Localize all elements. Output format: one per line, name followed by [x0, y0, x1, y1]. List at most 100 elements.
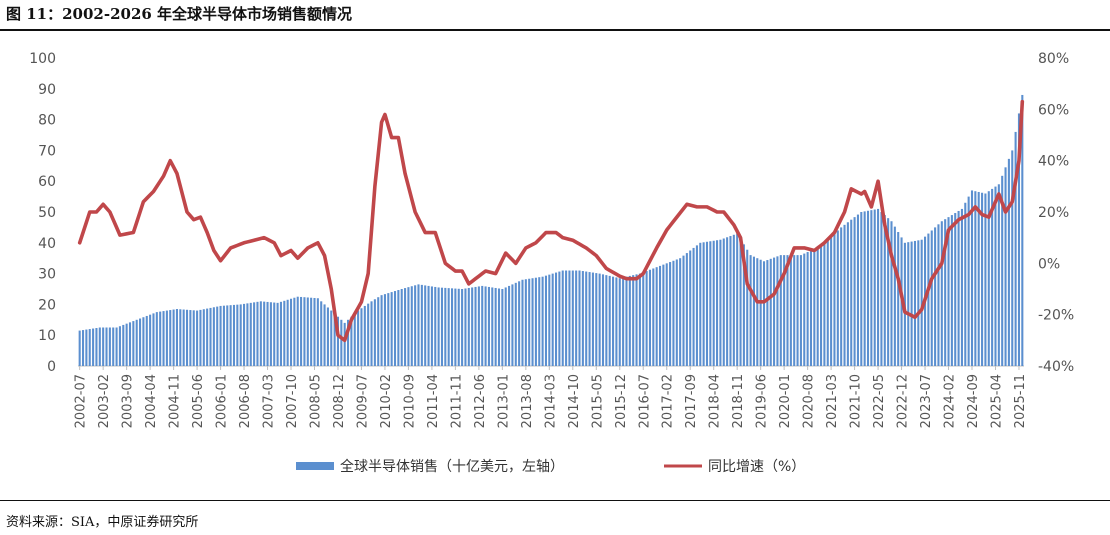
bar — [514, 282, 517, 366]
bar — [548, 274, 551, 366]
bar — [115, 327, 118, 366]
title-rule — [0, 29, 1110, 31]
bar — [809, 250, 813, 366]
right-tick-label: 80% — [1038, 51, 1069, 67]
bar — [591, 272, 594, 366]
bar — [1007, 158, 1010, 366]
bar — [907, 242, 910, 366]
bar — [719, 239, 722, 366]
legend-bar-label: 全球半导体销售（十亿美元，左轴） — [340, 458, 564, 475]
x-tick-label: 2023-07 — [919, 374, 934, 428]
bar — [243, 303, 246, 366]
bar — [263, 301, 266, 366]
x-tick-label: 2025-11 — [1013, 374, 1028, 428]
bar — [149, 314, 152, 366]
x-tick-label: 2002-07 — [74, 374, 89, 428]
bar — [306, 297, 309, 366]
bar — [420, 284, 423, 366]
bar — [239, 304, 242, 366]
bar — [481, 285, 484, 366]
bar — [135, 319, 138, 366]
bar — [934, 227, 937, 366]
bar — [712, 240, 715, 366]
bar — [159, 311, 162, 366]
bar — [206, 308, 209, 366]
bar — [283, 300, 286, 366]
bar — [105, 327, 108, 366]
bar — [491, 287, 494, 366]
bar — [216, 306, 219, 366]
bar — [736, 233, 739, 366]
bar — [380, 295, 383, 366]
bar — [689, 250, 692, 366]
x-tick-label: 2016-07 — [637, 374, 652, 428]
bar — [430, 286, 433, 366]
bar — [289, 298, 293, 366]
bar — [363, 305, 366, 366]
bar — [118, 326, 121, 366]
bar — [256, 301, 259, 366]
bar — [477, 286, 480, 366]
bar — [219, 305, 222, 366]
left-tick-label: 10 — [38, 328, 56, 344]
bar — [883, 215, 886, 366]
bar — [826, 239, 829, 366]
bar — [642, 272, 645, 366]
bar — [323, 304, 326, 366]
bar — [752, 256, 755, 366]
bar — [501, 289, 504, 366]
bar — [185, 309, 189, 366]
bar — [320, 301, 323, 366]
bar — [92, 328, 95, 366]
left-tick-label: 30 — [38, 267, 56, 283]
x-tick-label: 2003-09 — [121, 374, 136, 428]
bar — [88, 329, 91, 366]
bar — [853, 217, 856, 366]
bar — [343, 322, 346, 366]
bar — [504, 287, 507, 366]
x-tick-label: 2008-05 — [309, 374, 324, 428]
bar — [575, 270, 578, 366]
bar — [1001, 175, 1004, 366]
bar — [947, 217, 950, 366]
bar — [789, 255, 792, 366]
bar — [756, 258, 759, 366]
bar — [628, 275, 631, 366]
bar — [350, 316, 353, 366]
bar — [944, 219, 947, 366]
bar — [182, 309, 185, 366]
x-tick-label: 2004-04 — [144, 374, 159, 428]
bar — [484, 286, 487, 366]
bar — [518, 281, 521, 366]
bar — [534, 277, 537, 366]
bar — [974, 191, 977, 366]
bar — [565, 270, 568, 366]
bar — [796, 255, 799, 366]
bar — [172, 309, 175, 366]
bar — [927, 233, 930, 366]
bar — [357, 310, 360, 366]
x-tick-label: 2006-08 — [238, 374, 253, 428]
bar — [128, 322, 132, 366]
bar — [991, 188, 994, 366]
bar — [813, 248, 816, 366]
bar — [645, 271, 648, 366]
bar — [601, 274, 605, 366]
bar — [189, 310, 192, 366]
x-tick-label: 2018-11 — [731, 374, 746, 428]
bar — [762, 261, 766, 366]
bar — [890, 221, 893, 366]
bar — [333, 313, 336, 366]
bar — [259, 301, 262, 366]
bar — [112, 327, 115, 366]
bar — [655, 267, 658, 366]
bar — [1017, 113, 1021, 366]
bar — [102, 327, 105, 366]
x-tick-label: 2007-10 — [285, 374, 300, 428]
x-tick-label: 2022-05 — [872, 374, 887, 428]
bar — [585, 271, 588, 366]
bar — [716, 240, 719, 366]
legend-line-label: 同比增速（%） — [708, 459, 805, 475]
x-tick-label: 2010-09 — [402, 374, 417, 428]
bar — [410, 286, 413, 366]
